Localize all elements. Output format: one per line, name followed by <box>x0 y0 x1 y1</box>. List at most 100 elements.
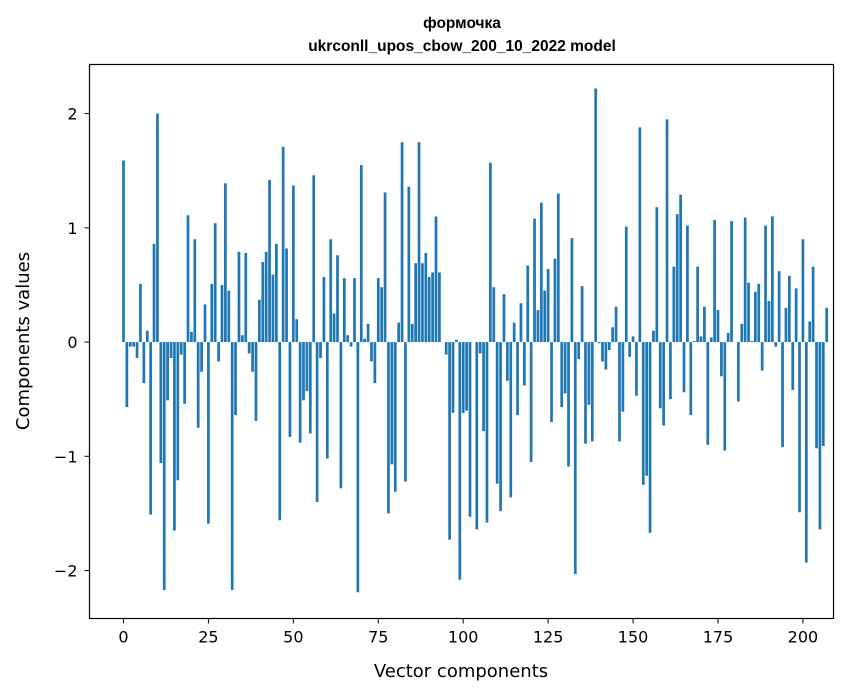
bar-component-75 <box>376 278 380 343</box>
bar-component-187 <box>757 283 761 343</box>
x-tick-label: 200 <box>788 628 819 647</box>
bar-component-83 <box>404 342 407 482</box>
bar-component-156 <box>652 330 655 343</box>
bar-component-149 <box>628 342 632 357</box>
bar-component-162 <box>672 266 676 343</box>
bar-component-9 <box>152 243 156 343</box>
bar-component-14 <box>169 342 173 359</box>
bar-component-115 <box>512 322 516 343</box>
bar-component-82 <box>400 142 404 343</box>
bar-component-28 <box>217 342 220 362</box>
y-tick-label: 2 <box>67 105 77 124</box>
bar-component-69 <box>356 342 360 593</box>
bar-component-130 <box>563 342 567 394</box>
bar-component-126 <box>550 342 553 423</box>
bar-component-51 <box>295 319 299 343</box>
bar-component-72 <box>366 323 370 343</box>
bar-component-47 <box>281 146 285 343</box>
bar-component-195 <box>784 307 788 343</box>
x-tick-label: 75 <box>368 628 388 647</box>
bar-component-1 <box>125 342 129 408</box>
bar-component-38 <box>251 342 254 372</box>
bar-component-16 <box>176 342 180 481</box>
bar-component-34 <box>237 251 241 343</box>
bar-component-182 <box>740 323 744 343</box>
bar-component-177 <box>723 342 727 451</box>
bar-component-81 <box>397 322 401 343</box>
y-axis-label: Components values <box>13 252 34 430</box>
bar-component-185 <box>750 340 754 343</box>
bar-component-63 <box>336 255 339 343</box>
bar-component-104 <box>475 342 479 530</box>
bar-component-158 <box>658 342 662 409</box>
x-tick-label: 0 <box>118 628 128 647</box>
bar-component-6 <box>142 342 146 384</box>
bar-component-109 <box>492 287 496 343</box>
x-axis-ticks: 0 25 50 75 100 125 150 175 200 <box>118 618 819 647</box>
bar-component-166 <box>686 225 689 343</box>
bar-component-190 <box>767 300 771 343</box>
bar-component-46 <box>278 342 282 521</box>
bar-component-125 <box>546 268 550 343</box>
bar-component-164 <box>679 194 682 343</box>
bar-component-191 <box>770 216 774 343</box>
bar-component-188 <box>760 342 764 371</box>
bar-component-144 <box>611 327 615 343</box>
bar-component-44 <box>271 274 275 343</box>
bar-component-54 <box>305 342 309 392</box>
x-axis-label: Vector components <box>374 661 548 682</box>
bar-component-102 <box>468 342 472 517</box>
bar-component-122 <box>536 310 540 343</box>
bar-component-5 <box>139 283 142 343</box>
bar-component-89 <box>424 252 428 343</box>
bar-component-198 <box>794 288 798 343</box>
bar-component-110 <box>495 342 499 484</box>
bar-component-39 <box>254 342 258 421</box>
bar-component-165 <box>682 342 686 393</box>
bar-component-73 <box>370 342 373 362</box>
plot-frame <box>88 63 835 620</box>
bar-component-85 <box>410 323 414 343</box>
bar-component-68 <box>353 278 356 343</box>
bar-component-71 <box>363 338 367 343</box>
bar-component-124 <box>543 290 547 343</box>
bar-component-61 <box>329 239 333 343</box>
bar-component-74 <box>373 342 377 384</box>
bar-component-179 <box>730 220 733 343</box>
bar-component-206 <box>821 342 825 447</box>
bar-component-113 <box>506 342 509 381</box>
bar-component-147 <box>621 342 625 412</box>
y-tick-label: 0 <box>67 333 77 352</box>
bar-component-161 <box>669 342 672 400</box>
bar-component-20 <box>190 331 193 343</box>
bar-component-116 <box>516 342 519 416</box>
bar-component-52 <box>298 342 302 443</box>
bar-component-106 <box>482 342 485 432</box>
bar-component-93 <box>438 272 441 343</box>
bar-component-23 <box>200 342 203 372</box>
bar-component-87 <box>417 142 421 343</box>
bar-component-18 <box>183 342 186 404</box>
bar-component-96 <box>448 342 451 540</box>
bar-component-169 <box>696 266 699 343</box>
bar-component-175 <box>716 310 720 343</box>
bar-component-189 <box>764 225 767 343</box>
bar-component-95 <box>444 342 448 355</box>
bar-component-48 <box>285 248 288 343</box>
bar-component-157 <box>655 207 659 343</box>
bar-component-159 <box>662 342 665 426</box>
bar-component-183 <box>743 217 747 343</box>
bar-component-55 <box>308 342 312 434</box>
bar-component-129 <box>560 342 564 408</box>
bar-component-64 <box>339 342 343 489</box>
bar-component-150 <box>631 336 635 343</box>
bar-component-59 <box>322 276 326 343</box>
bar-component-99 <box>458 342 462 580</box>
bar-component-76 <box>380 287 384 343</box>
y-tick-label: −2 <box>54 562 78 581</box>
bar-component-62 <box>332 313 336 343</box>
bar-component-120 <box>529 342 533 463</box>
bar-component-184 <box>747 282 750 343</box>
bar-component-10 <box>156 113 159 343</box>
bar-component-127 <box>553 258 557 343</box>
